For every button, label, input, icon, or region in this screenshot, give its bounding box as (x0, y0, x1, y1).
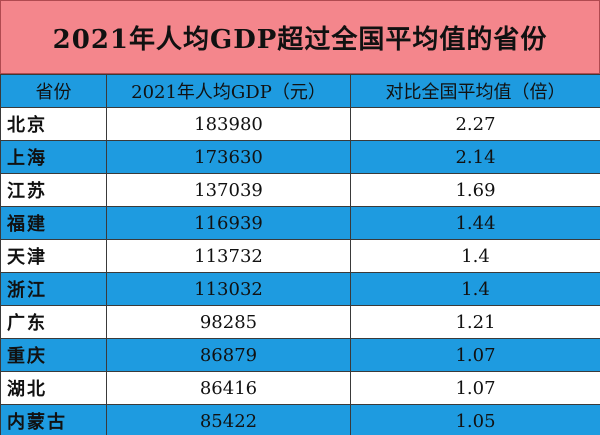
province-cell[interactable]: 广东 (0, 305, 107, 339)
gdp-table: 省份 2021年人均GDP（元） 对比全国平均值（倍） 北京 183980 2.… (0, 74, 600, 435)
gdp-cell[interactable]: 86416 (106, 371, 351, 405)
header-ratio[interactable]: 对比全国平均值（倍） (350, 74, 600, 108)
gdp-cell[interactable]: 116939 (106, 206, 351, 240)
table-row: 北京 183980 2.27 (0, 107, 600, 141)
province-cell[interactable]: 江苏 (0, 173, 107, 207)
ratio-cell[interactable]: 1.69 (350, 173, 600, 207)
table-row: 上海 173630 2.14 (0, 140, 600, 174)
gdp-cell[interactable]: 86879 (106, 338, 351, 372)
province-cell[interactable]: 上海 (0, 140, 107, 174)
ratio-cell[interactable]: 1.07 (350, 338, 600, 372)
ratio-cell[interactable]: 1.05 (350, 404, 600, 435)
ratio-cell[interactable]: 1.07 (350, 371, 600, 405)
province-cell[interactable]: 天津 (0, 239, 107, 273)
table-row: 广东 98285 1.21 (0, 305, 600, 339)
gdp-cell[interactable]: 173630 (106, 140, 351, 174)
table-row: 江苏 137039 1.69 (0, 173, 600, 207)
ratio-cell[interactable]: 1.4 (350, 239, 600, 273)
province-cell[interactable]: 重庆 (0, 338, 107, 372)
table-row: 天津 113732 1.4 (0, 239, 600, 273)
table-row: 湖北 86416 1.07 (0, 371, 600, 405)
table-row: 内蒙古 85422 1.05 (0, 404, 600, 435)
gdp-cell[interactable]: 183980 (106, 107, 351, 141)
header-province[interactable]: 省份 (0, 74, 107, 108)
province-cell[interactable]: 湖北 (0, 371, 107, 405)
header-row: 省份 2021年人均GDP（元） 对比全国平均值（倍） (0, 74, 600, 108)
ratio-cell[interactable]: 1.44 (350, 206, 600, 240)
ratio-cell[interactable]: 1.4 (350, 272, 600, 306)
table-row: 浙江 113032 1.4 (0, 272, 600, 306)
province-cell[interactable]: 浙江 (0, 272, 107, 306)
province-cell[interactable]: 北京 (0, 107, 107, 141)
gdp-cell[interactable]: 113032 (106, 272, 351, 306)
ratio-cell[interactable]: 1.21 (350, 305, 600, 339)
gdp-cell[interactable]: 113732 (106, 239, 351, 273)
ratio-cell[interactable]: 2.14 (350, 140, 600, 174)
province-cell[interactable]: 内蒙古 (0, 404, 107, 435)
ratio-cell[interactable]: 2.27 (350, 107, 600, 141)
table-title[interactable]: 2021年人均GDP超过全国平均值的省份 (0, 0, 600, 74)
table-row: 福建 116939 1.44 (0, 206, 600, 240)
province-cell[interactable]: 福建 (0, 206, 107, 240)
gdp-cell[interactable]: 137039 (106, 173, 351, 207)
gdp-cell[interactable]: 98285 (106, 305, 351, 339)
table-row: 重庆 86879 1.07 (0, 338, 600, 372)
header-gdp[interactable]: 2021年人均GDP（元） (106, 74, 351, 108)
gdp-cell[interactable]: 85422 (106, 404, 351, 435)
